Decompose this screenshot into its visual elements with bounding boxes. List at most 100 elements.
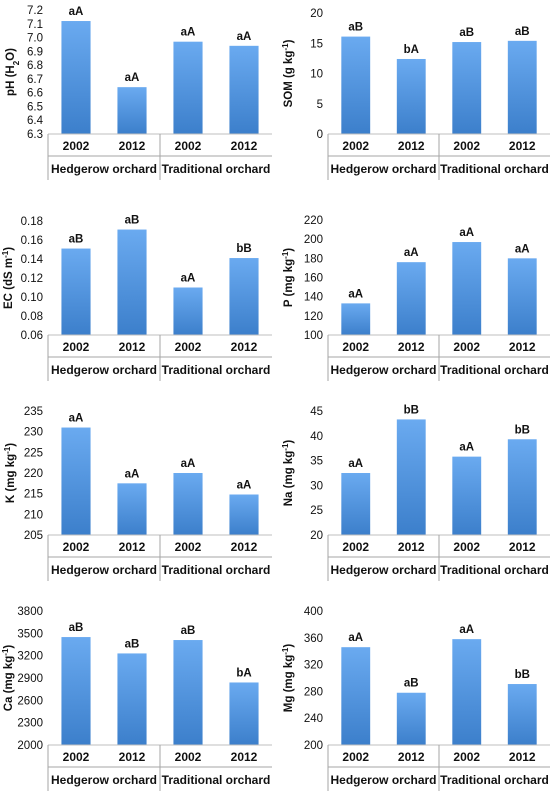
bar <box>452 242 482 335</box>
bar-data-label: bA <box>404 44 419 56</box>
bar <box>117 483 147 535</box>
y-tick-label: 6.3 <box>27 129 43 141</box>
y-tick-label: 35 <box>310 456 323 468</box>
y-tick-label: 140 <box>304 292 323 304</box>
x-tick-label: 2012 <box>398 139 425 153</box>
y-axis-label-main: EC (dS m <box>3 258 15 309</box>
y-tick-label: 6.6 <box>27 88 43 100</box>
chart-panel-4: 100 120 140 160 180 200 220 aA aA aA aA 2002 2012 200… <box>281 215 550 381</box>
bar-data-label: bA <box>236 667 251 679</box>
x-tick-label: 2002 <box>175 139 202 153</box>
x-tick-label: 2012 <box>231 540 258 554</box>
y-tick-label: 3800 <box>17 606 43 618</box>
x-tick-label: 2002 <box>453 139 480 153</box>
bar <box>229 45 259 135</box>
y-axis-label: Mg (mg kg-1) <box>281 644 296 713</box>
y-axis-label-main: K (mg kg <box>5 454 17 503</box>
x-tick-label: 2012 <box>231 139 258 153</box>
bar <box>173 287 203 335</box>
y-tick-label: 10 <box>310 69 323 81</box>
x-tick-label: 2002 <box>342 750 369 764</box>
group-label: Traditional orchard <box>440 162 549 176</box>
y-axis-label: Na (mg kg-1) <box>281 440 296 507</box>
bar-data-label: aA <box>515 243 530 255</box>
bar-data-label: aA <box>181 458 196 470</box>
bar <box>507 258 537 335</box>
x-tick-label: 2012 <box>119 540 146 554</box>
group-label: Hedgerow orchard <box>330 363 436 377</box>
y-axis-label-end: ) <box>283 39 295 43</box>
y-axis-label-superscript: -1 <box>1 250 10 258</box>
y-axis-label: Ca (mg kg-1) <box>1 645 16 712</box>
y-tick-label: 0 <box>317 129 323 141</box>
x-tick-label: 2012 <box>509 750 536 764</box>
group-label: Hedgerow orchard <box>51 563 157 577</box>
y-tick-label: 2900 <box>17 673 43 685</box>
y-tick-label: 20 <box>310 8 323 20</box>
x-tick-label: 2002 <box>453 750 480 764</box>
y-tick-label: 0.14 <box>21 254 44 266</box>
x-tick-label: 2002 <box>342 540 369 554</box>
x-tick-label: 2012 <box>398 340 425 354</box>
bar-data-label: aA <box>459 442 474 454</box>
y-tick-label: 20 <box>310 530 323 542</box>
y-tick-label: 0.10 <box>21 292 43 304</box>
group-label: Hedgerow orchard <box>330 162 436 176</box>
y-tick-label: 210 <box>24 509 43 521</box>
x-tick-label: 2002 <box>175 750 202 764</box>
y-tick-label: 7.2 <box>27 5 43 17</box>
x-tick-label: 2002 <box>175 540 202 554</box>
bar-data-label: aA <box>348 458 363 470</box>
x-tick-label: 2012 <box>119 340 146 354</box>
y-axis-label-superscript: -1 <box>281 43 290 51</box>
y-tick-label: 5 <box>317 99 323 111</box>
y-axis-label: P (mg kg-1) <box>281 248 296 307</box>
x-tick-label: 2002 <box>342 340 369 354</box>
y-axis-label-end: ) <box>283 440 295 444</box>
bar-data-label: aB <box>515 26 530 38</box>
bar <box>61 637 91 745</box>
bar <box>61 427 91 535</box>
bar-data-label: aB <box>69 234 84 246</box>
y-tick-label: 0.18 <box>21 216 43 228</box>
bar <box>396 262 426 335</box>
x-tick-label: 2012 <box>509 340 536 354</box>
x-tick-label: 2012 <box>509 139 536 153</box>
y-axis-label-main: pH (H <box>5 65 17 96</box>
bar-data-label: aA <box>348 288 363 300</box>
y-axis-label-main: SOM (g kg <box>283 51 295 108</box>
group-label: Hedgerow orchard <box>51 773 157 787</box>
chart-panel-5: 205 210 215 220 225 230 235 aA aA aA aA 2002 2012 200… <box>3 406 272 581</box>
bar-data-label: aB <box>459 27 474 39</box>
bar-data-label: aA <box>69 6 84 18</box>
y-tick-label: 230 <box>24 427 43 439</box>
y-tick-label: 100 <box>304 330 323 342</box>
bar <box>507 40 537 134</box>
bar-data-label: aA <box>237 479 252 491</box>
y-axis-label-main: Ca (mg kg <box>3 656 15 712</box>
group-label: Traditional orchard <box>162 773 271 787</box>
y-tick-label: 0.08 <box>21 311 43 323</box>
bar <box>61 248 91 335</box>
y-tick-label: 160 <box>304 273 323 285</box>
chart-panel-6: 20 25 30 35 40 45 aA bB aA bB 2002 2012 2002 2012 Hedg… <box>281 404 550 581</box>
bar-data-label: aB <box>348 22 363 34</box>
group-label: Traditional orchard <box>440 363 549 377</box>
y-axis-label: K (mg kg-1) <box>3 443 18 503</box>
y-axis-label-end: ) <box>283 644 295 648</box>
y-tick-label: 0.16 <box>21 235 43 247</box>
y-tick-label: 40 <box>310 431 323 443</box>
y-tick-label: 3200 <box>17 651 43 663</box>
group-label: Traditional orchard <box>162 363 271 377</box>
bar <box>229 682 259 745</box>
bar-data-label: aA <box>237 31 252 43</box>
y-tick-label: 235 <box>24 406 43 418</box>
chart-panel-8: 200 240 280 320 360 400 aA aB aA bB 2002 2012 2002 20… <box>281 606 550 791</box>
y-tick-label: 215 <box>24 489 43 501</box>
chart-panel-2: 0 5 10 15 20 aB bA aB aB 2002 2012 2002 2012 Hedgerow… <box>281 8 550 180</box>
bar <box>117 229 147 335</box>
y-axis-label-superscript: -1 <box>281 647 290 655</box>
y-tick-label: 220 <box>304 215 323 227</box>
y-tick-label: 25 <box>310 505 323 517</box>
